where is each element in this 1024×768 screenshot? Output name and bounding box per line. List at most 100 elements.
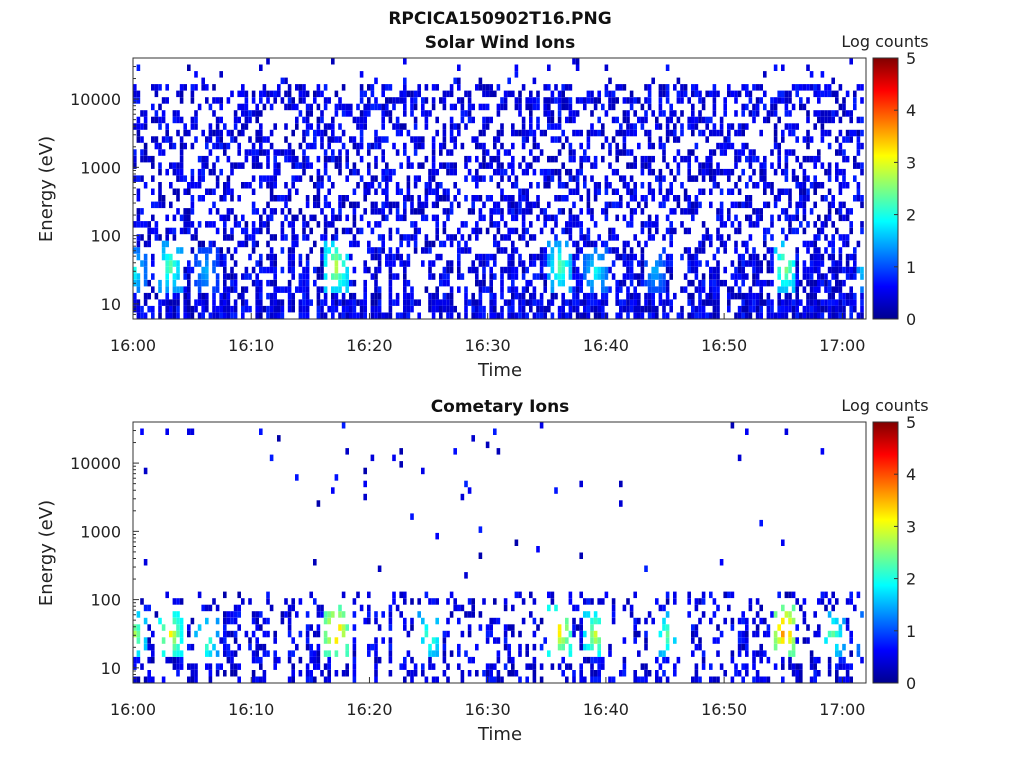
spectrogram-cell — [521, 227, 526, 235]
spectrogram-cell — [327, 637, 331, 644]
spectrogram-cell — [827, 598, 832, 605]
spectrogram-cell — [431, 240, 436, 248]
spectrogram-cell — [305, 110, 310, 117]
spectrogram-cell — [367, 650, 371, 657]
spectrogram-cell — [813, 260, 817, 267]
spectrogram-cell — [781, 129, 785, 137]
spectrogram-cell — [644, 116, 648, 124]
spectrogram-cell — [622, 116, 627, 124]
spectrogram-cell — [431, 168, 436, 176]
spectrogram-cell — [665, 676, 670, 683]
spectrogram-cell — [143, 142, 148, 150]
spectrogram-cell — [806, 155, 810, 163]
spectrogram-cell — [331, 292, 335, 300]
spectrogram-cell — [694, 253, 699, 261]
spectrogram-cell — [842, 110, 846, 117]
spectrogram-cell — [784, 299, 789, 306]
spectrogram-cell — [565, 227, 569, 235]
spectrogram-cell — [385, 253, 389, 261]
spectrogram-cell — [773, 103, 778, 111]
spectrogram-cell — [691, 279, 695, 287]
spectrogram-cell — [853, 273, 857, 280]
spectrogram-cell — [205, 299, 209, 306]
spectrogram-cell — [608, 676, 612, 683]
spectrogram-cell — [341, 624, 346, 631]
spectrogram-cell — [413, 670, 418, 677]
spectrogram-cell — [575, 182, 580, 189]
spectrogram-cell — [176, 305, 180, 313]
spectrogram-cell — [471, 312, 475, 319]
spectrogram-cell — [845, 110, 850, 117]
spectrogram-cell — [223, 221, 227, 228]
spectrogram-cell — [161, 97, 166, 104]
spectrogram-cell — [770, 305, 774, 313]
spectrogram-cell — [698, 97, 702, 104]
spectrogram-cell — [788, 188, 792, 195]
spectrogram-cell — [208, 247, 213, 254]
spectrogram-cell — [622, 129, 627, 137]
spectrogram-cell — [658, 168, 663, 176]
spectrogram-cell — [467, 670, 472, 677]
spectrogram-cell — [611, 676, 616, 683]
spectrogram-cell — [694, 643, 699, 651]
spectrogram-cell — [205, 305, 209, 313]
spectrogram-cell — [223, 142, 227, 150]
x-tick-label: 16:50 — [701, 700, 747, 719]
spectrogram-cell — [547, 604, 551, 612]
spectrogram-cell — [133, 624, 137, 631]
spectrogram-cell — [680, 253, 684, 261]
spectrogram-cell — [431, 175, 436, 182]
spectrogram-cell — [219, 142, 223, 150]
spectrogram-cell — [298, 630, 303, 638]
spectrogram-cell — [557, 168, 562, 176]
spectrogram-cell — [485, 103, 490, 111]
spectrogram-cell — [691, 624, 695, 631]
spectrogram-cell — [284, 201, 288, 209]
spectrogram-cell — [388, 168, 393, 176]
spectrogram-cell — [485, 149, 490, 156]
spectrogram-cell — [633, 312, 637, 319]
spectrogram-cell — [586, 227, 591, 235]
spectrogram-cell — [633, 591, 637, 599]
spectrogram-cell — [503, 624, 508, 631]
spectrogram-cell — [788, 227, 792, 235]
spectrogram-cell — [341, 591, 346, 599]
spectrogram-cell — [496, 162, 501, 169]
spectrogram-cell — [532, 168, 537, 176]
spectrogram-cell — [374, 97, 378, 104]
spectrogram-cell — [374, 637, 378, 644]
spectrogram-cell — [190, 182, 195, 189]
spectrogram-cell — [741, 292, 745, 300]
spectrogram-cell — [356, 168, 360, 176]
spectrogram-cell — [269, 299, 274, 306]
spectrogram-cell — [295, 286, 299, 293]
spectrogram-cell — [752, 266, 756, 274]
spectrogram-cell — [442, 650, 447, 657]
spectrogram-cell — [223, 305, 227, 313]
spectrogram-cell — [788, 123, 792, 130]
spectrogram-cell — [593, 630, 598, 638]
spectrogram-cell — [327, 617, 331, 625]
spectrogram-cell — [615, 292, 619, 300]
spectrogram-cell — [514, 182, 519, 189]
spectrogram-cell — [511, 201, 515, 209]
spectrogram-cell — [158, 617, 162, 625]
spectrogram-cell — [518, 299, 522, 306]
spectrogram-cell — [665, 97, 670, 104]
spectrogram-cell — [233, 611, 238, 618]
spectrogram-cell — [442, 637, 447, 644]
spectrogram-cell — [773, 630, 778, 638]
spectrogram-cell — [856, 129, 861, 137]
spectrogram-cell — [687, 155, 691, 163]
spectrogram-cell — [172, 650, 177, 657]
spectrogram-cell — [629, 266, 634, 274]
spectrogram-cell — [842, 656, 846, 664]
spectrogram-cell — [856, 142, 861, 150]
spectrogram-cell — [230, 611, 234, 618]
spectrogram-cell — [665, 598, 670, 605]
spectrogram-cell — [658, 142, 663, 150]
spectrogram-cell — [471, 299, 475, 306]
spectrogram-cell — [449, 123, 454, 130]
spectrogram-cell — [136, 195, 141, 202]
spectrogram-cell — [331, 155, 335, 163]
